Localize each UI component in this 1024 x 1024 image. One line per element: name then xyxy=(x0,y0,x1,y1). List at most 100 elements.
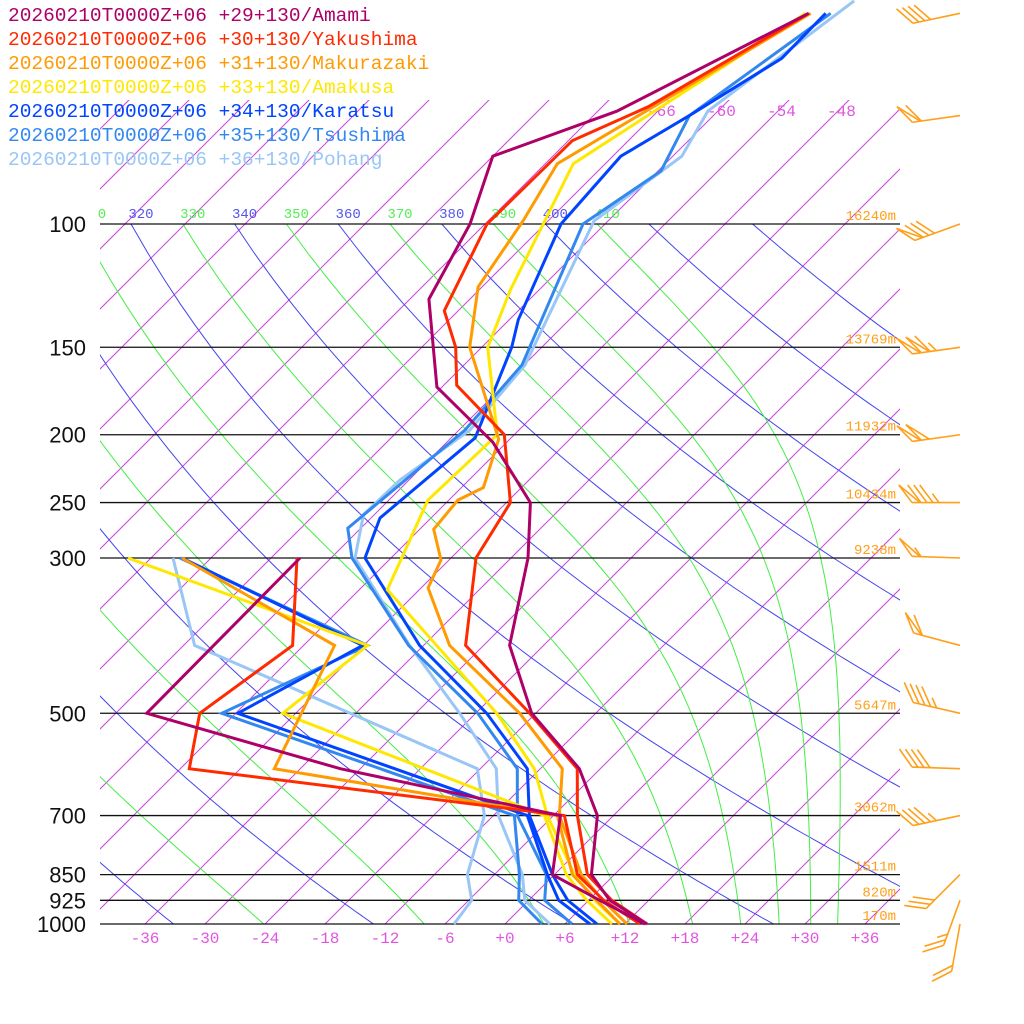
barb-pennant xyxy=(898,537,921,558)
barb-pennant xyxy=(905,336,930,354)
legend-entry-tsushima: 20260210T0000Z+06 +35+130/Tsushima xyxy=(8,125,406,147)
isotherm-line xyxy=(100,100,550,550)
isotherm-line xyxy=(324,348,900,924)
wind-barb xyxy=(904,612,961,647)
barb-full xyxy=(912,896,935,901)
isotherm-line xyxy=(0,69,40,924)
barb-pennant xyxy=(896,337,921,355)
wind-barb xyxy=(898,484,960,504)
isotherm-line xyxy=(804,828,900,924)
pressure-label: 300 xyxy=(49,546,86,571)
height-label: 5647m xyxy=(854,698,896,714)
height-label: 1511m xyxy=(854,860,896,876)
height-label: 11932m xyxy=(846,420,896,436)
isotherm-line xyxy=(100,100,490,490)
barb-pennant xyxy=(898,484,921,504)
theta-label: 0 xyxy=(98,207,106,223)
wind-barb xyxy=(904,874,961,910)
barb-full xyxy=(913,4,932,21)
barb-full xyxy=(916,749,931,769)
theta-label: 390 xyxy=(491,207,516,223)
temperature-tick-label: +30 xyxy=(791,930,820,948)
dry-adiabat-line xyxy=(100,527,574,924)
barb-full xyxy=(913,614,924,636)
temperature-tick-label: -12 xyxy=(371,930,400,948)
barb-pennant xyxy=(905,423,930,441)
isotherm-line xyxy=(100,100,670,670)
barb-full xyxy=(903,682,914,703)
amami-dewpoint-line xyxy=(143,556,646,926)
moist-adiabat-line xyxy=(389,224,780,924)
barb-staff xyxy=(912,12,961,25)
barb-staff xyxy=(942,900,961,946)
height-label: 3062m xyxy=(854,801,896,817)
barb-full xyxy=(904,904,927,910)
temperature-tick-label: +24 xyxy=(731,930,760,948)
theta-label: 340 xyxy=(232,207,257,223)
barb-full xyxy=(895,8,914,24)
pressure-label: 850 xyxy=(49,863,86,888)
temperature-tick-label: +36 xyxy=(851,930,880,948)
wind-barbs xyxy=(895,4,961,982)
temperature-tick-label: -18 xyxy=(311,930,340,948)
temperature-tick-label: +6 xyxy=(555,930,574,948)
karatsu-dewpoint-line xyxy=(181,556,591,926)
pressure-label: 700 xyxy=(49,804,86,829)
height-label: 16240m xyxy=(846,209,896,225)
wind-barb xyxy=(896,423,961,443)
wind-barb xyxy=(922,900,961,953)
theta-label: 370 xyxy=(387,207,412,223)
legend-entry-yakushima: 20260210T0000Z+06 +30+130/Yakushima xyxy=(8,29,418,51)
isotherm-label: -60 xyxy=(707,103,736,121)
legend-entry-amakusa: 20260210T0000Z+06 +33+130/Amakusa xyxy=(8,77,395,99)
isotherm-line xyxy=(100,100,730,730)
isotherm-line xyxy=(100,108,900,910)
wind-barb xyxy=(896,220,961,242)
wind-barb xyxy=(931,923,961,982)
profiles xyxy=(127,0,856,926)
isotherm-line xyxy=(100,100,190,190)
barb-pennant xyxy=(896,227,923,242)
yakushima-dewpoint-line xyxy=(187,557,641,926)
pressure-label: 1000 xyxy=(37,912,86,937)
legend-entry-karatsu: 20260210T0000Z+06 +34+130/Karatsu xyxy=(8,101,395,123)
barb-half xyxy=(931,697,938,709)
barb-full xyxy=(919,484,934,504)
barb-full xyxy=(910,222,930,236)
dry-adiabat-line xyxy=(544,224,900,512)
isotherm-line xyxy=(504,528,900,924)
barb-full xyxy=(905,104,922,122)
pressure-label: 500 xyxy=(49,701,86,726)
barb-full xyxy=(907,808,926,824)
barb-half xyxy=(927,342,937,352)
legend-entry-amami: 20260210T0000Z+06 +29+130/Amami xyxy=(8,5,371,27)
pohang-temperature-line xyxy=(353,0,856,926)
dry-adiabat-line xyxy=(130,224,900,887)
barb-staff xyxy=(925,874,961,910)
isotherm-line xyxy=(100,100,250,250)
pressure-lines xyxy=(100,223,900,925)
pressure-label: 250 xyxy=(49,491,86,516)
theta-label: 350 xyxy=(284,207,309,223)
theta-label: 360 xyxy=(336,207,361,223)
barb-half xyxy=(936,933,948,939)
legend: 20260210T0000Z+06 +29+130/Amami 20260210… xyxy=(8,4,429,172)
wind-barb xyxy=(896,335,961,355)
pohang-dewpoint-line xyxy=(171,557,486,925)
legend-entry-pohang: 20260210T0000Z+06 +36+130/Pohang xyxy=(8,149,383,171)
barb-half xyxy=(914,547,922,558)
barb-full xyxy=(901,6,920,23)
wind-barb xyxy=(895,806,961,827)
height-label: 820m xyxy=(862,885,896,901)
dry-adiabat-line xyxy=(752,224,900,342)
theta-label: 330 xyxy=(180,207,205,223)
barb-full xyxy=(910,748,925,768)
isotherm-line xyxy=(744,768,900,924)
barb-full xyxy=(908,900,931,906)
karatsu-temperature-line xyxy=(363,12,827,926)
isotherm-line xyxy=(624,648,900,924)
temperature-tick-label: -24 xyxy=(251,930,280,948)
barb-full xyxy=(901,809,920,825)
